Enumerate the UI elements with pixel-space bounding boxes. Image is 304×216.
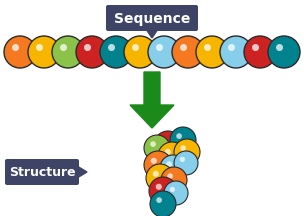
Circle shape (268, 36, 300, 68)
Circle shape (150, 191, 176, 216)
Circle shape (52, 36, 84, 68)
Circle shape (132, 44, 139, 51)
Circle shape (228, 44, 235, 51)
Circle shape (76, 36, 108, 68)
Circle shape (276, 44, 283, 51)
Circle shape (180, 145, 186, 151)
FancyArrow shape (130, 72, 174, 128)
Circle shape (180, 157, 185, 162)
Circle shape (174, 151, 198, 175)
Circle shape (148, 36, 180, 68)
Circle shape (160, 155, 186, 181)
Circle shape (153, 171, 159, 177)
Circle shape (161, 167, 187, 193)
Circle shape (108, 44, 115, 51)
Circle shape (156, 184, 162, 190)
Circle shape (12, 44, 19, 51)
Circle shape (170, 127, 196, 153)
Circle shape (60, 44, 67, 51)
Circle shape (144, 135, 170, 161)
Polygon shape (77, 166, 87, 178)
FancyBboxPatch shape (106, 5, 198, 31)
Circle shape (124, 36, 156, 68)
Circle shape (151, 158, 157, 164)
Circle shape (4, 36, 36, 68)
Circle shape (220, 36, 252, 68)
Circle shape (161, 138, 167, 144)
Circle shape (170, 187, 175, 192)
Circle shape (204, 44, 211, 51)
Circle shape (244, 36, 276, 68)
Circle shape (166, 161, 172, 167)
Circle shape (158, 142, 186, 170)
Circle shape (150, 141, 156, 147)
Circle shape (84, 44, 91, 51)
Circle shape (156, 44, 163, 51)
Circle shape (146, 164, 174, 192)
Circle shape (164, 181, 188, 205)
Circle shape (174, 139, 200, 165)
Circle shape (156, 197, 162, 203)
Text: Sequence: Sequence (114, 12, 190, 26)
Circle shape (172, 36, 204, 68)
Circle shape (180, 44, 187, 51)
Circle shape (196, 36, 228, 68)
Circle shape (149, 177, 177, 205)
Circle shape (28, 36, 60, 68)
Circle shape (176, 133, 182, 139)
Text: Structure: Structure (9, 167, 75, 179)
Circle shape (252, 44, 259, 51)
Circle shape (167, 173, 173, 179)
Circle shape (100, 36, 132, 68)
FancyBboxPatch shape (5, 159, 79, 185)
Circle shape (36, 44, 43, 51)
Circle shape (165, 149, 171, 155)
Polygon shape (146, 29, 158, 38)
Circle shape (154, 131, 182, 159)
Circle shape (144, 151, 172, 179)
